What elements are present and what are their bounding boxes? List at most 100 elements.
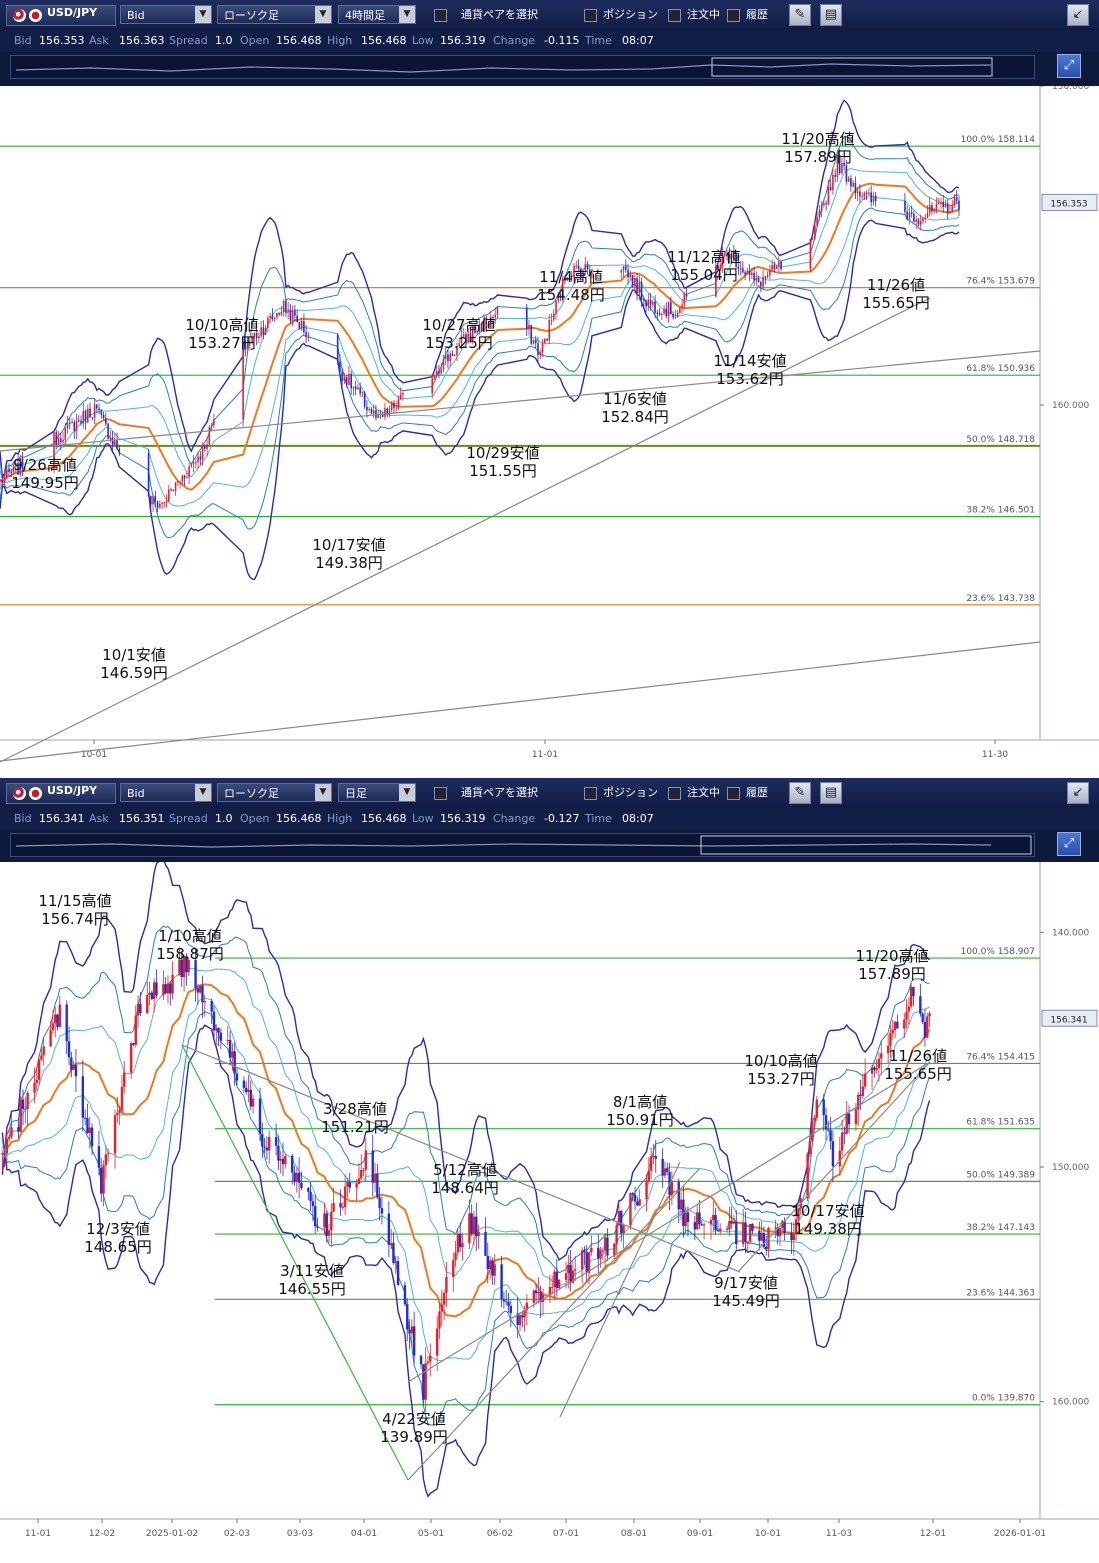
expand-icon[interactable]: ⤢ [1057,54,1081,78]
candle-body [774,1227,777,1229]
chart-type-select[interactable]: ローソク足 ▼ [217,5,332,24]
navigator-scrollbar[interactable] [10,55,1035,79]
candle-body [606,1237,609,1256]
candle-body [293,1172,296,1182]
candle-body [368,408,370,411]
candle-body [537,343,539,356]
candle-body [823,203,825,206]
history-toggle[interactable]: 履歴 [727,5,768,24]
candle-body [1,1153,4,1155]
symbol-select[interactable]: USD/JPY [6,5,116,26]
candle-body [378,1197,381,1209]
candle-body [58,1004,62,1027]
pair-select-toggle[interactable]: 通貨ペアを選択 [434,783,538,802]
candle-body [228,1040,232,1058]
x-tick-label: 11-03 [826,1529,852,1539]
draw-tool-icon[interactable]: ✎ [789,782,811,804]
candle-body [440,1304,443,1312]
bollinger-upper-3 [1,862,930,1261]
annotation-date: 11/20高値 [855,947,928,965]
candle-body [643,299,645,301]
candle-body [435,371,438,375]
candle-body [794,1219,798,1235]
chart-area[interactable]: 100.0% 158.114 76.4% 153.679 61.8% 150.936… [0,86,1099,780]
candle-body [348,373,350,386]
time-label: Time [585,34,612,47]
candle-body [82,410,85,424]
candle-body [769,269,771,276]
candle-body [350,373,352,389]
candle-body [824,1115,828,1130]
collapse-icon[interactable]: ↙ [1067,4,1089,26]
candle-body [580,1250,584,1270]
candle-body [75,420,78,432]
draw-tool-icon[interactable]: ✎ [789,4,811,26]
candle-body [59,438,62,443]
candle-body [364,1150,368,1170]
candle-body [820,205,823,211]
navigator-scrollbar[interactable] [10,833,1035,857]
candle-body [748,270,751,275]
open-label: Open [240,812,270,825]
annotation-date: 4/22安値 [382,1410,446,1428]
candle-body [698,1212,701,1225]
candle-body [361,392,364,394]
candle-body [24,1108,27,1110]
candle-body [118,448,121,454]
candle-body [872,195,875,203]
candle-body [647,299,650,307]
price-type-select[interactable]: Bid ▼ [120,5,212,24]
candle-body [760,282,762,287]
candle-body [585,1252,588,1273]
candle-body [77,420,80,422]
candle-body [146,995,149,1014]
ask-label: Ask [89,812,109,825]
candle-body [387,1213,391,1246]
history-toggle[interactable]: 履歴 [727,783,768,802]
candle-body [561,278,564,298]
candle-body [818,210,821,218]
candle-body [456,1233,460,1253]
position-toggle[interactable]: ポジション [584,783,658,802]
candle-body [569,1264,572,1283]
candle-body [525,1302,529,1311]
candle-body [471,326,474,341]
high-label: High [327,812,353,825]
candle-body [567,1264,570,1274]
indicator-icon[interactable]: ▤ [820,4,842,26]
price-type-select[interactable]: Bid ▼ [120,783,212,802]
symbol-select[interactable]: USD/JPY [6,783,116,804]
chart-type-select[interactable]: ローソク足 ▼ [217,783,332,802]
candle-body [282,300,285,312]
order-toggle[interactable]: 注文中 [668,5,720,24]
trend-line [0,297,931,763]
annotation-date: 11/14安値 [713,352,786,370]
bollinger-upper-2 [1,925,930,1274]
collapse-icon[interactable]: ↙ [1067,782,1089,804]
candle-body [868,192,870,195]
y-tick-label: 160.000 [1052,1398,1089,1408]
order-toggle[interactable]: 注文中 [668,783,720,802]
position-label: ポジション [603,786,658,799]
candle-body [460,336,463,344]
x-tick-label: 05-01 [418,1529,444,1539]
candle-body [251,336,253,343]
expand-icon[interactable]: ⤢ [1057,832,1081,856]
position-toggle[interactable]: ポジション [584,5,658,24]
candle-body [403,1285,407,1305]
candle-body [942,201,945,208]
indicator-icon[interactable]: ▤ [820,782,842,804]
timeframe-select[interactable]: 4時間足 ▼ [338,5,416,24]
checkbox-icon [584,786,597,800]
candle-body [277,1145,280,1161]
candle-body [891,1030,894,1033]
pair-select-toggle[interactable]: 通貨ペアを選択 [434,5,538,24]
candle-body [726,252,728,255]
candle-body [316,1226,319,1228]
timeframe-select[interactable]: 日足 ▼ [338,783,416,802]
candle-body [854,182,857,194]
chart-area[interactable]: 100.0% 158.907 76.4% 154.415 61.8% 151.635… [0,862,1099,1563]
candle-body [226,1040,229,1042]
candle-body [843,162,845,166]
candle-body [863,1073,867,1087]
